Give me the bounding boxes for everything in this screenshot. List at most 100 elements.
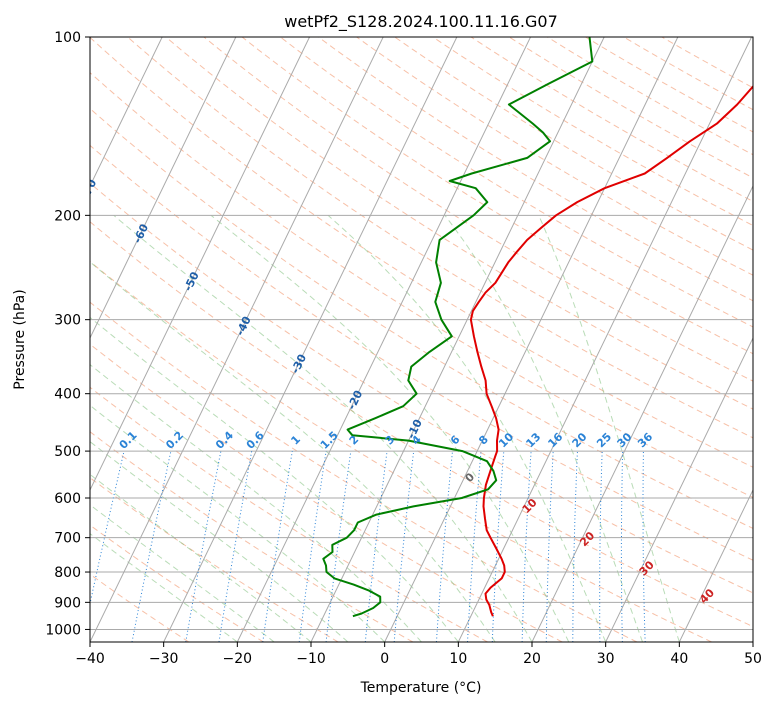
mixing-ratio-line <box>545 451 554 642</box>
x-tick-label: 40 <box>670 651 688 667</box>
mixing-ratio-line <box>364 451 388 642</box>
y-tick-label: 800 <box>54 565 81 581</box>
isotherm-line <box>90 37 310 492</box>
y-tick-label: 1000 <box>45 622 81 638</box>
isotherm-label: -40 <box>233 314 254 338</box>
x-tick-label: 10 <box>449 651 467 667</box>
mixing-ratio-label: 8 <box>476 433 491 448</box>
mixing-ratio-line <box>572 451 578 642</box>
dewpoint-series-line <box>322 37 594 618</box>
dry-adiabat <box>90 431 414 642</box>
dry-adiabat <box>90 573 190 642</box>
moist-adiabat-label: 10 <box>520 496 540 516</box>
mixing-ratio-label: 20 <box>570 430 590 450</box>
mixing-ratio-label: 0.2 <box>163 429 186 452</box>
isotherm-line <box>752 640 753 642</box>
mixing-ratio-lines <box>90 450 646 642</box>
y-tick-label: 200 <box>54 208 81 224</box>
mixing-ratio-line <box>642 451 646 642</box>
isotherm-label: -60 <box>131 222 152 246</box>
mixing-ratio-label: 25 <box>594 430 614 450</box>
x-axis-title: Temperature (°C) <box>360 680 482 696</box>
dry-adiabat <box>90 144 753 561</box>
isotherm-line <box>90 37 237 340</box>
mixing-ratio-line <box>435 451 453 642</box>
y-axis: 1000 900 800 700 600 500 400 300 200 100 <box>45 30 90 638</box>
moist-adiabat-label: 30 <box>637 558 657 578</box>
x-tick-label: 50 <box>744 651 762 667</box>
dry-adiabat <box>279 37 753 328</box>
dry-adiabat <box>90 301 638 642</box>
isotherm-label: -80 <box>25 136 46 160</box>
mixing-ratio-line <box>521 451 532 642</box>
isotherm-line <box>605 336 753 642</box>
mixing-ratio-line <box>131 450 172 642</box>
dry-adiabat <box>90 343 563 642</box>
isotherm-label: -20 <box>345 388 366 412</box>
isotherm-line <box>236 37 531 642</box>
x-tick-label: 0 <box>380 651 389 667</box>
dry-adiabat <box>394 37 753 251</box>
mixing-ratio-label: 1 <box>288 433 303 448</box>
isobar-grid <box>90 37 753 630</box>
dry-adiabat <box>127 37 753 439</box>
mixing-ratio-label: 0.6 <box>244 429 267 452</box>
moist-adiabat <box>90 533 238 642</box>
mixing-ratio-label: 3 <box>383 433 398 448</box>
y-tick-label: 700 <box>54 531 81 547</box>
moist-adiabats <box>90 214 680 642</box>
mixing-ratio-line <box>467 451 482 642</box>
isotherm-label: -70 <box>79 177 100 201</box>
dry-adiabat <box>90 182 753 594</box>
x-axis: −40 −30 −20 −10 0 10 20 30 40 50 <box>75 642 762 667</box>
dry-adiabat <box>470 37 753 202</box>
isotherm-line <box>384 37 679 642</box>
moist-adiabat <box>90 473 312 642</box>
dry-adiabat <box>585 37 753 133</box>
mixing-ratio-label: 10 <box>496 430 516 450</box>
mixing-ratio-line <box>393 451 415 642</box>
y-tick-label: 100 <box>54 30 81 46</box>
moist-adiabat <box>327 214 607 642</box>
moist-adiabat <box>90 504 275 642</box>
isopleth-labels: -100-90-80-70-60-50-40-30-20-100.10.20.4… <box>25 136 717 606</box>
plot-area: -100-90-80-70-60-50-40-30-20-100.10.20.4… <box>25 37 753 642</box>
isotherm-line <box>678 488 753 642</box>
y-tick-label: 300 <box>54 313 81 329</box>
y-tick-label: 500 <box>54 444 81 460</box>
dry-adiabat <box>90 107 753 529</box>
isotherm-grid <box>90 37 753 642</box>
dry-adiabat <box>165 37 753 410</box>
moist-adiabat-label: 0 <box>463 470 478 485</box>
mixing-ratio-line <box>599 451 603 642</box>
moist-adiabat <box>90 261 496 642</box>
y-tick-label: 600 <box>54 491 81 507</box>
dry-adiabat <box>203 37 753 382</box>
y-tick-label: 400 <box>54 387 81 403</box>
mixing-ratio-label: 13 <box>523 430 543 450</box>
isotherm-line <box>90 37 384 642</box>
mixing-ratio-label: 6 <box>448 433 463 448</box>
moist-adiabat <box>90 316 459 642</box>
moist-adiabat <box>444 215 643 642</box>
isotherm-line <box>310 37 605 642</box>
y-tick-label: 900 <box>54 595 81 611</box>
x-tick-label: 30 <box>597 651 615 667</box>
mixing-ratio-line <box>620 451 624 642</box>
temperature-series-line <box>469 85 753 617</box>
y-axis-title: Pressure (hPa) <box>12 289 28 389</box>
mixing-ratio-line <box>90 450 125 607</box>
dry-adiabats <box>90 37 753 642</box>
mixing-ratio-label: 30 <box>615 430 635 450</box>
dry-adiabat <box>90 260 712 642</box>
mixing-ratio-line <box>491 451 505 642</box>
isotherm-line <box>531 184 753 642</box>
isotherm-line <box>90 37 163 188</box>
moist-adiabat <box>538 215 680 642</box>
x-tick-label: 20 <box>523 651 541 667</box>
dry-adiabat <box>90 386 488 642</box>
mixing-ratio-line <box>325 451 352 642</box>
dry-adiabat <box>90 477 339 642</box>
mixing-ratio-line <box>218 451 253 642</box>
dry-adiabat <box>90 524 264 642</box>
